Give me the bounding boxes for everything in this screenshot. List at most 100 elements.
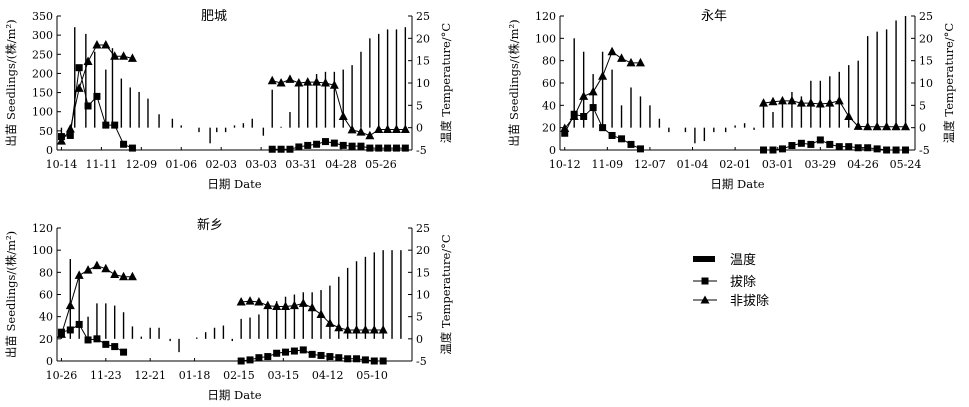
x-axis-label: 日期 Date <box>207 177 261 191</box>
non-removal-line <box>763 100 906 128</box>
x-tick-label: 12-21 <box>134 369 166 382</box>
removal-point <box>366 144 374 152</box>
non-removal-point <box>360 324 370 334</box>
panel-title: 新乡 <box>197 217 223 233</box>
non-removal-point <box>400 124 410 133</box>
x-tick-label: 03-03 <box>245 158 277 171</box>
non-removal-point <box>312 77 322 86</box>
chart-panel-xinxiang: 0 20 40 60 80 100 120 -5 0 5 10 15 20 25 10-26 11-23 12-… <box>4 217 453 402</box>
non-removal-point <box>281 301 291 310</box>
removal-point <box>290 347 298 355</box>
non-removal-point <box>806 98 816 107</box>
non-removal-point <box>101 40 111 49</box>
y-axis-label: 出苗 Seedlings/(株/m²) <box>4 231 18 358</box>
removal-point <box>357 142 365 150</box>
non-removal-point <box>787 95 797 105</box>
removal-point <box>778 145 786 153</box>
removal-point <box>308 350 316 358</box>
non-removal-point <box>329 80 339 89</box>
x-tick-label: 12-07 <box>634 158 666 171</box>
y2-tick-label: 20 <box>416 244 430 257</box>
non-removal-point <box>617 53 627 62</box>
non-removal-point <box>307 302 317 312</box>
y-tick-label: 120 <box>32 222 53 235</box>
y2-tick-label: 0 <box>416 122 423 135</box>
removal-point <box>93 335 101 343</box>
removal-point <box>353 355 361 363</box>
non-removal-point <box>569 111 579 120</box>
removal-point <box>321 138 329 146</box>
y-tick-label: 60 <box>542 77 556 90</box>
non-removal-point <box>285 74 295 83</box>
x-tick-label: 01-06 <box>165 158 197 171</box>
x-tick-label: 04-28 <box>325 158 357 171</box>
y-tick-label: 300 <box>32 29 53 42</box>
x-tick-label: 03-29 <box>804 158 836 171</box>
non-removal-point <box>365 130 375 140</box>
removal-point <box>618 135 626 143</box>
non-removal-point <box>83 56 93 66</box>
removal-point <box>864 144 872 152</box>
non-removal-point <box>289 300 299 310</box>
removal-point <box>392 144 400 152</box>
non-removal-point <box>607 46 617 56</box>
legend-non-removal-marker <box>700 295 710 304</box>
removal-point <box>84 336 92 344</box>
non-removal-point <box>74 83 84 92</box>
x-tick-label: 04-12 <box>312 369 344 382</box>
chart-panel-feicheng: 0 50 100 150 200 250 300 350 -5 0 5 10 15 20 25 10-14 11… <box>4 9 453 191</box>
removal-point <box>102 121 110 129</box>
non-removal-point <box>119 51 129 60</box>
non-removal-point <box>320 78 330 87</box>
removal-point <box>282 348 290 356</box>
removal-line <box>272 141 406 150</box>
removal-point <box>66 326 74 334</box>
removal-point <box>636 145 644 153</box>
x-tick-label: 01-04 <box>677 158 709 171</box>
y2-tick-label: -5 <box>919 144 930 157</box>
y2-axis-label: 温度 Temperature/°C <box>942 23 956 144</box>
removal-point <box>883 146 891 154</box>
non-removal-point <box>347 124 357 134</box>
panel-title: 永年 <box>701 9 727 24</box>
non-removal-point <box>92 260 102 270</box>
x-tick-label: 12-09 <box>125 158 157 171</box>
removal-point <box>807 140 815 148</box>
non-removal-point <box>759 98 769 107</box>
removal-point <box>120 348 128 356</box>
non-removal-point <box>383 124 393 133</box>
y-tick-label: 40 <box>39 311 53 324</box>
non-removal-point <box>579 91 589 100</box>
removal-point <box>826 140 834 148</box>
non-removal-point <box>56 136 66 145</box>
non-removal-point <box>825 98 835 107</box>
non-removal-point <box>101 263 111 273</box>
y2-tick-label: 15 <box>416 55 430 68</box>
non-removal-point <box>901 121 911 131</box>
non-removal-point <box>294 78 304 87</box>
removal-point <box>760 146 768 154</box>
non-removal-point <box>127 53 137 62</box>
non-removal-point <box>768 96 778 106</box>
non-removal-point <box>352 324 362 334</box>
non-removal-point <box>254 297 264 306</box>
non-removal-point <box>267 75 277 85</box>
removal-point <box>313 140 321 148</box>
y2-tick-label: 5 <box>416 99 423 112</box>
chart-panel-yongnian: 0 20 40 60 80 100 120 -5 0 5 10 15 20 25 10-12 11-09 12-… <box>507 9 956 191</box>
y-tick-label: 150 <box>32 87 53 100</box>
non-removal-point <box>796 98 806 107</box>
legend-temperature-swatch <box>693 256 715 262</box>
x-tick-label: 04-26 <box>847 158 879 171</box>
removal-point <box>84 102 92 110</box>
removal-point <box>599 124 607 132</box>
removal-point <box>286 145 294 153</box>
y-tick-label: 100 <box>32 244 53 257</box>
non-removal-point <box>236 297 246 306</box>
removal-point <box>330 139 338 147</box>
removal-point <box>892 146 900 154</box>
y-tick-label: 20 <box>542 122 556 135</box>
removal-point <box>361 356 369 364</box>
non-removal-point <box>356 127 366 136</box>
